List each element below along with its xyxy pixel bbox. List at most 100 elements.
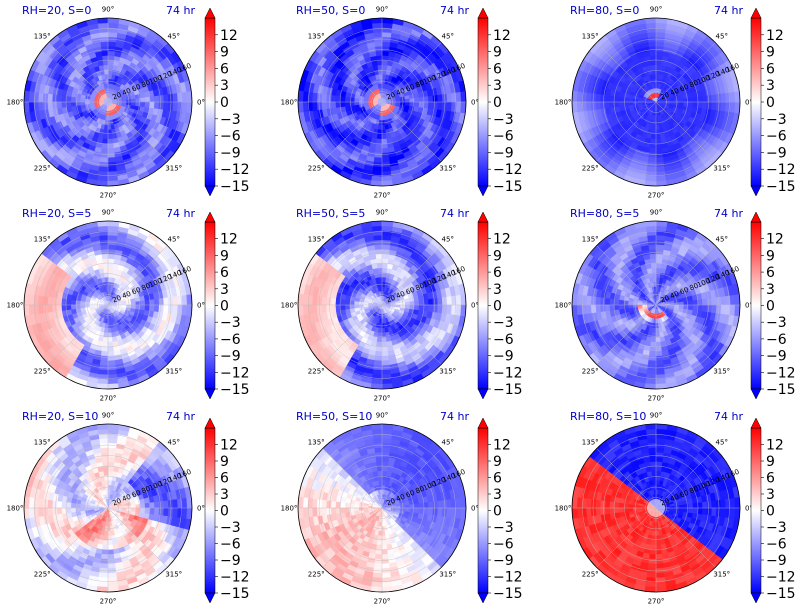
heatmap-cell (117, 101, 123, 105)
heatmap-cell (100, 248, 109, 255)
heatmap-cell (153, 94, 160, 103)
colorbar-tick-label: 0 (220, 299, 229, 315)
heatmap-cell (655, 82, 659, 89)
heatmap-cell (655, 143, 663, 150)
heatmap-cell (102, 59, 109, 66)
heatmap-cell (381, 45, 390, 52)
heatmap-cell (374, 152, 383, 159)
colorbar-tick-label: −3 (766, 112, 787, 128)
colorbar-extend-bottom (204, 388, 216, 400)
heatmap-cell (375, 346, 383, 353)
heatmap-cell (325, 101, 332, 110)
colorbar-tick-label: −12 (493, 162, 523, 178)
heatmap-cell (613, 101, 620, 108)
polar-panel: RH=20, S=5 74 hr0°45°90°135°180°225°270°3… (7, 207, 250, 403)
heatmap-cell (74, 97, 81, 103)
heatmap-cell (158, 297, 165, 306)
heatmap-cell (107, 143, 115, 150)
heatmap-cell (101, 257, 109, 264)
heatmap-cell (381, 64, 388, 70)
heatmap-cell (107, 64, 114, 70)
heatmap-cell (377, 332, 383, 339)
heatmap-cell (56, 297, 63, 306)
colorbar-tick-label: 3 (220, 78, 229, 94)
angular-tick-label: 0° (197, 99, 205, 107)
heatmap-cell (381, 50, 390, 57)
heatmap-cell (377, 327, 383, 334)
panel-time: 74 hr (440, 4, 469, 17)
panel-title: RH=20, S=0 (22, 4, 91, 17)
heatmap-cell (60, 101, 67, 109)
colorbar-tick-label: 12 (220, 232, 238, 248)
heatmap-cell (79, 97, 86, 103)
colorbar-tick-label: −12 (220, 365, 250, 381)
polar-panel: RH=80, S=5 74 hr0°45°90°135°180°225°270°3… (555, 207, 795, 403)
heatmap-cell (418, 101, 425, 108)
colorbar-tick-label: −15 (220, 382, 250, 398)
colorbar-tick-label: −15 (493, 382, 523, 398)
colorbar-tick-label: 12 (220, 28, 238, 44)
heatmap-cell (655, 73, 661, 80)
panel-title: RH=50, S=5 (296, 207, 365, 220)
heatmap-cell (427, 304, 434, 313)
colorbar-tick-label: −6 (220, 129, 241, 145)
heatmap-cell (375, 143, 383, 150)
colorbar-tick-label: 9 (493, 45, 502, 61)
heatmap-cell (102, 138, 109, 145)
colorbar-ramp (750, 17, 762, 187)
heatmap-cell (655, 64, 662, 70)
heatmap-cell (140, 304, 146, 311)
heatmap-cell (376, 341, 383, 348)
angular-tick-label: 135° (308, 236, 325, 244)
heatmap-cell (418, 299, 425, 306)
heatmap-cell (381, 68, 387, 75)
heatmap-cell (688, 101, 694, 108)
heatmap-cell (144, 304, 151, 311)
angular-tick-label: 45° (168, 33, 180, 41)
heatmap-cell (158, 94, 165, 103)
heatmap-cell (376, 138, 383, 145)
heatmap-cell (655, 271, 661, 278)
angular-tick-label: 180° (281, 99, 298, 107)
heatmap-cell (390, 101, 397, 105)
heatmap-cell (608, 95, 615, 103)
colorbar-extend-top (204, 211, 216, 223)
heatmap-cell (362, 302, 369, 306)
angular-tick-label: 90° (650, 6, 662, 14)
angular-tick-label: 180° (281, 302, 298, 310)
heatmap-cell (701, 94, 708, 103)
heatmap-cell (100, 147, 109, 154)
heatmap-cell (107, 350, 116, 357)
heatmap-cell (325, 297, 332, 306)
heatmap-cell (381, 253, 390, 260)
colorbar-tick-label: 6 (220, 265, 229, 281)
panel-grid: RH=20, S=0 74 hr0°45°90°135°180°225°270°3… (7, 4, 795, 606)
panel-time: 74 hr (440, 207, 469, 220)
angular-tick-label: 180° (555, 99, 572, 107)
polar-panel: RH=80, S=0 74 hr0°45°90°135°180°225°270°3… (555, 4, 795, 200)
heatmap-cell (325, 94, 332, 103)
heatmap-cell (107, 355, 116, 362)
heatmap-cell (683, 304, 690, 310)
angular-tick-label: 135° (582, 33, 599, 41)
heatmap-cell (697, 101, 704, 109)
heatmap-cell (353, 300, 360, 306)
heatmap-cell (390, 304, 397, 308)
heatmap-cell (102, 341, 109, 348)
heatmap-cell (376, 134, 383, 140)
panel-time: 74 hr (166, 207, 195, 220)
colorbar-extend-top (477, 7, 489, 19)
heatmap-cell (101, 54, 109, 61)
heatmap-cell (51, 304, 58, 313)
heatmap-cell (655, 267, 662, 273)
heatmap-cell (362, 99, 369, 103)
heatmap-cell (381, 285, 385, 292)
heatmap-cell (376, 337, 383, 343)
colorbar-tick-label: −3 (220, 112, 241, 128)
heatmap-cell (374, 248, 383, 255)
heatmap-cell (651, 124, 657, 131)
colorbar-tick-label: 0 (220, 95, 229, 111)
heatmap-cell (653, 318, 657, 325)
